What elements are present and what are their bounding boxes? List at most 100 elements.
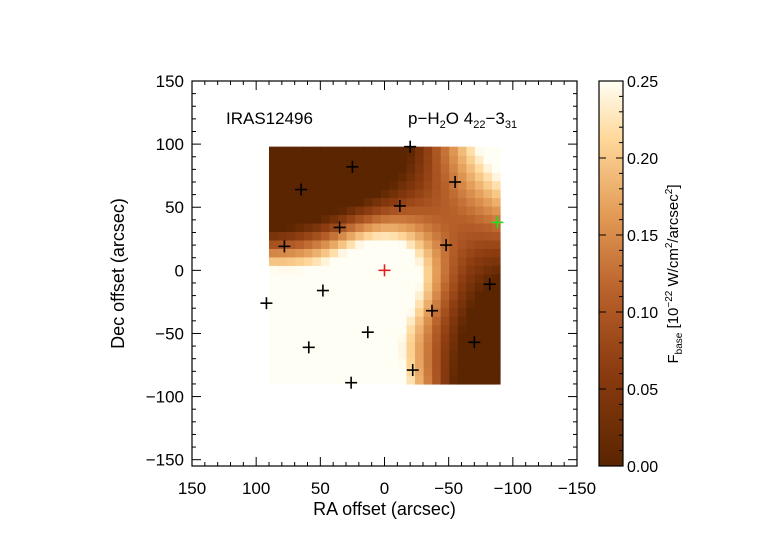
heatmap-cell <box>440 333 450 343</box>
y-tick-label: 150 <box>156 72 184 91</box>
heatmap-cell <box>388 155 398 165</box>
heatmap-cell <box>388 358 398 368</box>
heatmap-cell <box>448 239 458 249</box>
heatmap-cell <box>380 239 390 249</box>
heatmap-cell <box>337 214 347 224</box>
heatmap-cell <box>303 375 313 385</box>
heatmap-cell <box>286 214 296 224</box>
heatmap-cell <box>337 163 347 173</box>
heatmap-cell <box>431 324 441 334</box>
heatmap-cell <box>448 375 458 385</box>
heatmap-cell <box>269 222 279 232</box>
heatmap-cell <box>363 367 373 377</box>
heatmap-cell <box>431 214 441 224</box>
heatmap-cell <box>448 256 458 266</box>
heatmap-cell <box>320 239 330 249</box>
heatmap-cell <box>491 350 501 360</box>
heatmap-cell <box>448 341 458 351</box>
heatmap-cell <box>277 231 287 241</box>
heatmap-cell <box>474 214 484 224</box>
heatmap-cell <box>482 324 493 334</box>
heatmap-cell <box>363 231 373 241</box>
heatmap-cell <box>346 341 356 351</box>
heatmap-cell <box>457 273 467 283</box>
heatmap-cell <box>294 299 304 309</box>
heatmap-cell <box>328 189 339 199</box>
heatmap-cell <box>346 239 356 249</box>
markers <box>260 140 504 389</box>
heatmap-cell <box>320 375 330 385</box>
heatmap-cell <box>440 316 450 326</box>
heatmap-cell <box>269 248 279 258</box>
heatmap-cell <box>277 273 287 283</box>
heatmap-cell <box>337 273 347 283</box>
heatmap-cell <box>354 341 364 351</box>
heatmap-cell <box>405 214 416 224</box>
x-tick-label: 150 <box>178 479 206 498</box>
heatmap-cell <box>457 248 467 258</box>
heatmap-cell <box>474 333 484 343</box>
heatmap-cell <box>354 189 364 199</box>
marker-black <box>425 304 438 317</box>
heatmap-cell <box>405 231 416 241</box>
heatmap-cell <box>320 180 330 190</box>
heatmap-cell <box>448 189 458 199</box>
heatmap-cell <box>388 375 398 385</box>
heatmap-cell <box>363 155 373 165</box>
heatmap-cell <box>474 189 484 199</box>
heatmap-cell <box>465 231 475 241</box>
heatmap-cell <box>431 265 441 275</box>
heatmap-cell <box>320 172 330 182</box>
heatmap-cell <box>294 239 304 249</box>
heatmap-cell <box>354 375 364 385</box>
heatmap-cell <box>363 341 373 351</box>
heatmap-cell <box>474 358 484 368</box>
heatmap-cell <box>405 155 416 165</box>
heatmap-cell <box>354 273 364 283</box>
heatmap-cell <box>294 367 304 377</box>
heatmap-cell <box>320 290 330 300</box>
heatmap-cell <box>440 197 450 207</box>
heatmap-cell <box>491 155 501 165</box>
heatmap-cell <box>380 282 390 292</box>
heatmap-cell <box>363 239 373 249</box>
heatmap-cell <box>380 256 390 266</box>
heatmap-cell <box>380 316 390 326</box>
heatmap-cell <box>465 189 475 199</box>
heatmap-cell <box>320 341 330 351</box>
heatmap-cell <box>337 180 347 190</box>
heatmap-cell <box>423 189 433 199</box>
heatmap-cell <box>371 214 381 224</box>
heatmap-cell <box>337 358 347 368</box>
marker-black <box>278 240 291 253</box>
heatmap-cell <box>388 239 398 249</box>
heatmap-cell <box>371 282 381 292</box>
heatmap-cell <box>431 239 441 249</box>
heatmap-cell <box>482 290 493 300</box>
x-axis: 150 100 50 0 −50 −100 −150 <box>178 81 596 498</box>
heatmap-cell <box>440 367 450 377</box>
heatmap-cell <box>354 155 364 165</box>
heatmap-cell <box>491 307 501 317</box>
heatmap-cell <box>482 350 493 360</box>
heatmap-cell <box>277 163 287 173</box>
heatmap-cell <box>491 205 501 216</box>
heatmap-cell <box>448 273 458 283</box>
heatmap-cell <box>286 273 296 283</box>
heatmap-cell <box>380 146 390 156</box>
heatmap-cell <box>491 172 501 182</box>
heatmap-cell <box>294 222 304 232</box>
heatmap-cell <box>286 350 296 360</box>
heatmap-cell <box>363 222 373 232</box>
heatmap-cell <box>303 282 313 292</box>
heatmap-cell <box>465 172 475 182</box>
heatmap-cell <box>482 282 493 292</box>
heatmap-cell <box>465 282 475 292</box>
heatmap-cell <box>388 282 398 292</box>
heatmap-cell <box>269 256 279 266</box>
heatmap-cell <box>457 358 467 368</box>
heatmap-cell <box>380 367 390 377</box>
y-tick-label: 0 <box>175 261 184 280</box>
heatmap-cell <box>448 265 458 275</box>
marker-green <box>491 216 504 229</box>
